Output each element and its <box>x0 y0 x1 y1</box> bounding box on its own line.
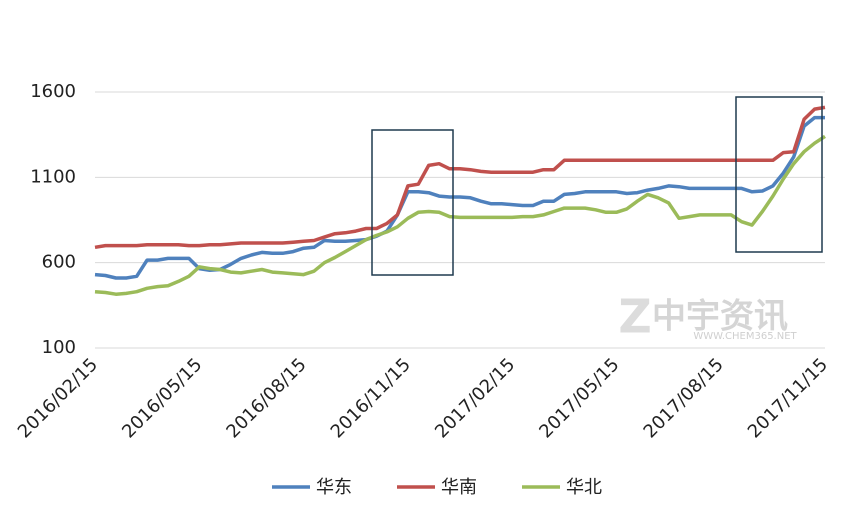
y-tick-label: 1100 <box>30 166 76 187</box>
watermark-url: WWW.CHEM365.NET <box>693 331 797 342</box>
x-tick-label: 2016/02/15 <box>14 354 102 442</box>
highlight-box <box>735 96 823 253</box>
x-tick-label: 2017/11/15 <box>744 354 832 442</box>
highlight-box <box>371 129 454 276</box>
x-tick-label: 2016/11/15 <box>327 354 415 442</box>
legend-label: 华东 <box>316 477 352 498</box>
x-tick-label: 2017/08/15 <box>640 354 728 442</box>
legend-label: 华北 <box>566 477 602 498</box>
series-line <box>94 134 826 296</box>
legend-label: 华南 <box>441 477 477 498</box>
y-tick-label: 600 <box>42 252 76 273</box>
y-tick-label: 1600 <box>30 81 76 102</box>
series-line <box>94 115 825 280</box>
watermark: 中宇资讯 <box>652 297 788 337</box>
watermark-logo: Z <box>618 290 651 344</box>
x-tick-label: 2017/05/15 <box>535 354 623 442</box>
y-tick-label: 100 <box>42 337 76 358</box>
x-tick-label: 2016/08/15 <box>222 354 310 442</box>
series-line <box>94 105 826 250</box>
x-tick-label: 2016/05/15 <box>118 354 206 442</box>
x-tick-label: 2017/02/15 <box>431 354 519 442</box>
